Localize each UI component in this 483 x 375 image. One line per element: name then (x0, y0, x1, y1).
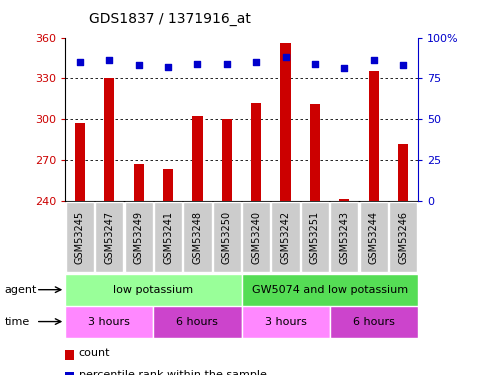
Text: GSM53244: GSM53244 (369, 211, 379, 264)
FancyBboxPatch shape (125, 202, 153, 272)
Text: GSM53251: GSM53251 (310, 211, 320, 264)
Text: time: time (5, 316, 30, 327)
FancyBboxPatch shape (154, 306, 242, 338)
FancyBboxPatch shape (213, 202, 241, 272)
FancyBboxPatch shape (65, 274, 242, 306)
Point (341, 66, 348, 72)
Text: agent: agent (5, 285, 37, 295)
Bar (281, 43, 291, 201)
Text: GSM53247: GSM53247 (104, 211, 114, 264)
Text: GSM53246: GSM53246 (398, 211, 408, 264)
Point (252, 59, 260, 65)
Point (282, 54, 289, 60)
Bar (163, 170, 173, 201)
Bar (104, 78, 114, 201)
Bar (133, 164, 144, 201)
FancyBboxPatch shape (154, 202, 182, 272)
Text: GSM53242: GSM53242 (281, 211, 291, 264)
FancyBboxPatch shape (329, 306, 418, 338)
FancyBboxPatch shape (301, 202, 329, 272)
FancyBboxPatch shape (95, 202, 123, 272)
Bar (398, 144, 408, 201)
Text: GSM53250: GSM53250 (222, 211, 232, 264)
Text: low potassium: low potassium (114, 285, 193, 295)
Text: GSM53240: GSM53240 (251, 211, 261, 264)
Point (311, 61, 319, 67)
Text: percentile rank within the sample: percentile rank within the sample (79, 370, 267, 375)
Text: GSM53249: GSM53249 (134, 211, 143, 264)
Text: GDS1837 / 1371916_at: GDS1837 / 1371916_at (89, 12, 251, 26)
Point (105, 57, 113, 63)
Text: count: count (79, 348, 110, 358)
Text: GSM53243: GSM53243 (340, 211, 349, 264)
FancyBboxPatch shape (330, 202, 358, 272)
Text: 3 hours: 3 hours (265, 316, 307, 327)
FancyBboxPatch shape (184, 202, 212, 272)
Point (76, 59, 84, 65)
FancyBboxPatch shape (360, 202, 388, 272)
Bar (339, 199, 350, 201)
Text: 3 hours: 3 hours (88, 316, 130, 327)
Text: GSM53245: GSM53245 (75, 211, 85, 264)
Text: GSM53241: GSM53241 (163, 211, 173, 264)
FancyBboxPatch shape (389, 202, 417, 272)
Point (135, 62, 142, 68)
FancyBboxPatch shape (242, 306, 329, 338)
Bar (251, 103, 261, 201)
FancyBboxPatch shape (242, 202, 270, 272)
Text: GSM53248: GSM53248 (192, 211, 202, 264)
Bar (75, 123, 85, 201)
Point (399, 62, 407, 68)
Bar (310, 104, 320, 201)
Point (223, 61, 231, 67)
Bar (369, 72, 379, 201)
Text: 6 hours: 6 hours (353, 316, 395, 327)
FancyBboxPatch shape (65, 306, 154, 338)
FancyBboxPatch shape (66, 202, 94, 272)
Point (194, 61, 201, 67)
Bar (222, 119, 232, 201)
Text: 6 hours: 6 hours (176, 316, 218, 327)
Point (370, 57, 378, 63)
FancyBboxPatch shape (271, 202, 299, 272)
FancyBboxPatch shape (242, 274, 418, 306)
Point (164, 64, 172, 70)
Bar (192, 116, 202, 201)
Text: GW5074 and low potassium: GW5074 and low potassium (252, 285, 408, 295)
